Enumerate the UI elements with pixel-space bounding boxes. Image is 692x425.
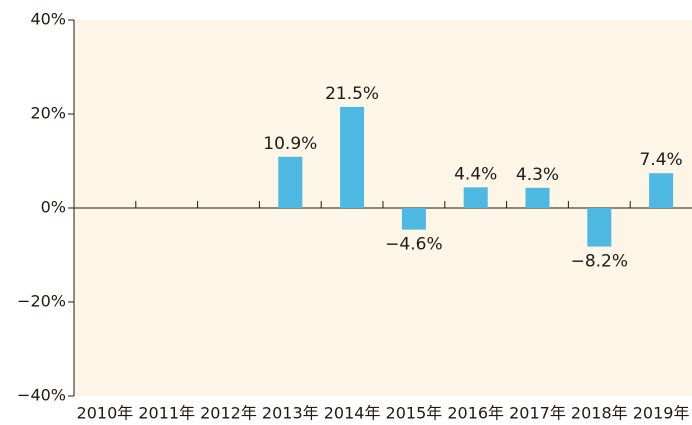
bar [587, 208, 612, 247]
y-tick-label: −20% [17, 292, 66, 311]
y-tick-label: 40% [30, 10, 66, 29]
x-tick-label: 2017年 [509, 404, 566, 423]
x-tick-label: 2018年 [571, 404, 628, 423]
bar [401, 208, 426, 230]
bar [278, 156, 303, 208]
value-label: 10.9% [263, 134, 317, 154]
y-tick-label: 20% [30, 104, 66, 123]
value-label: −8.2% [571, 252, 628, 272]
y-tick-label: 0% [41, 198, 66, 217]
y-tick-label: −40% [17, 386, 66, 405]
x-tick-label: 2011年 [138, 404, 195, 423]
x-tick-label: 2014年 [324, 404, 381, 423]
value-label: 7.4% [639, 150, 682, 170]
x-tick-label: 2010年 [77, 404, 134, 423]
bar [463, 187, 488, 208]
value-label: 4.4% [454, 164, 497, 184]
value-label: 4.3% [516, 165, 559, 185]
value-label: 21.5% [325, 84, 379, 104]
x-tick-label: 2015年 [386, 404, 443, 423]
bar [649, 173, 674, 208]
bar [525, 187, 550, 208]
x-tick-label: 2019年 [633, 404, 690, 423]
x-tick-label: 2013年 [262, 404, 319, 423]
bar [340, 106, 365, 208]
value-label: −4.6% [385, 235, 442, 255]
x-tick-label: 2012年 [200, 404, 257, 423]
x-tick-label: 2016年 [447, 404, 504, 423]
